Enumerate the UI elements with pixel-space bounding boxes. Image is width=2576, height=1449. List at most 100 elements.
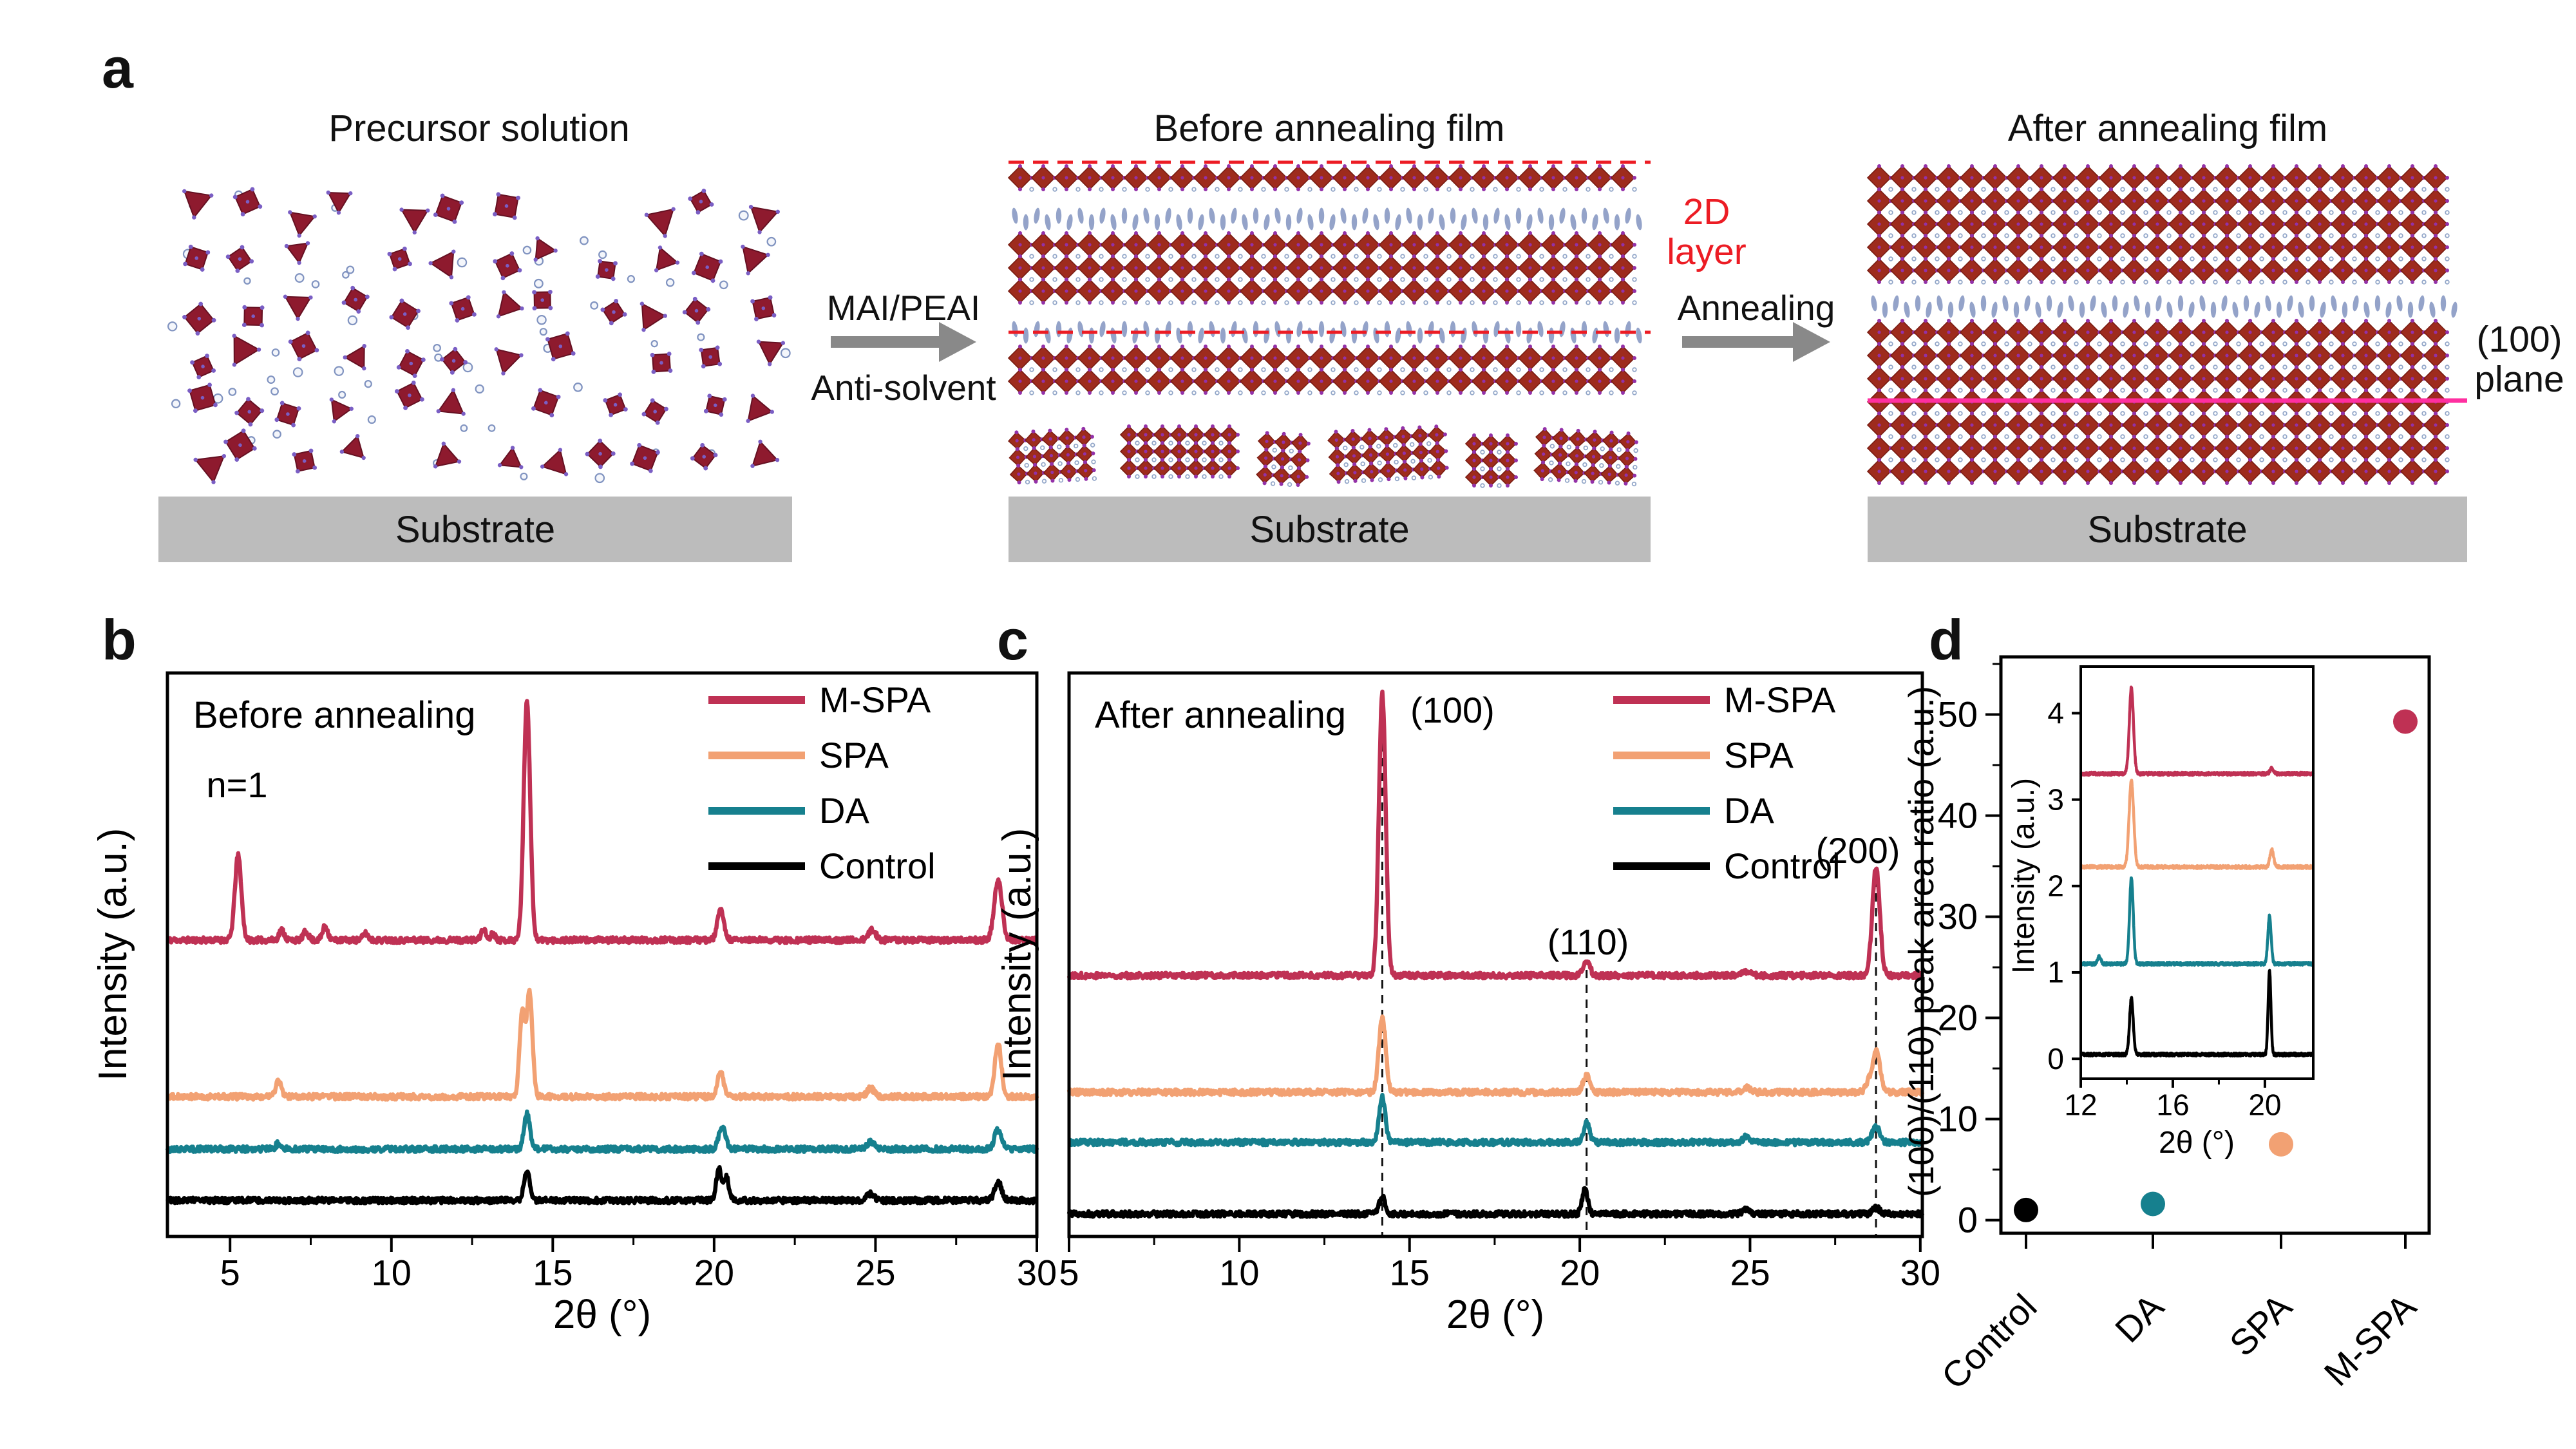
- x-tick-label: 20: [2248, 1088, 2281, 1121]
- annealing-arrow-icon: [1682, 322, 1830, 362]
- plot-frame: [166, 671, 1039, 1238]
- x-tick-label: 20: [1560, 1253, 1600, 1293]
- x-tick-label: 10: [372, 1253, 412, 1293]
- y-tick-label: 50: [1938, 694, 1978, 735]
- legend-label-DA: DA: [819, 790, 869, 831]
- y-axis-label: Intensity (a.u.): [91, 828, 135, 1081]
- xrd-trace-Control: [166, 1165, 1039, 1206]
- xrd-trace-Control: [1066, 1186, 1925, 1219]
- after-annealing-title: After annealing film: [2007, 108, 2328, 149]
- x-tick-label: 20: [694, 1253, 734, 1293]
- y-tick-label: 3: [2047, 782, 2064, 816]
- inset-backdrop: [2040, 662, 2330, 1087]
- process-arrow-icon: [831, 322, 976, 362]
- after-annealing-film-art: [1866, 164, 2467, 485]
- y-axis-label: Intensity (a.u.): [2007, 778, 2041, 974]
- annotation-label: (200): [1816, 830, 1900, 871]
- x-category-label-DA: DA: [2107, 1285, 2172, 1350]
- y-tick-label: 30: [1938, 896, 1978, 937]
- panel-label-c: c: [997, 608, 1028, 672]
- x-tick-label: 12: [2064, 1088, 2097, 1121]
- y-axis-label: (100)/(110) peak area ratio (a.u.): [1901, 686, 1941, 1197]
- plot-frame: [1067, 671, 1924, 1238]
- x-tick-label: 5: [1059, 1253, 1079, 1293]
- legend-label-Control: Control: [819, 846, 936, 886]
- xrd-trace-SPA: [2079, 779, 2315, 870]
- x-axis-label: 2θ (°): [553, 1293, 651, 1337]
- x-tick-label: 10: [1219, 1253, 1259, 1293]
- xrd-trace-Control: [2079, 969, 2315, 1058]
- substrate-bar-after: Substrate: [1868, 497, 2467, 562]
- precursor-solution-art: [167, 187, 791, 484]
- chart-xrd-before: 5 10 15 20 25 30 2θ (°) Intensity (a.u.) Before …: [91, 671, 1057, 1337]
- y-tick-label: 1: [2047, 956, 2064, 989]
- substrate-label: Substrate: [395, 508, 556, 551]
- plane-label-line1: (100): [2476, 319, 2562, 360]
- precursor-octahedra: [167, 187, 791, 484]
- legend-label-M-SPA: M-SPA: [1724, 679, 1836, 720]
- y-tick-label: 10: [1938, 1099, 1978, 1139]
- panel-label-d: d: [1929, 608, 1964, 672]
- arrow1-bottom-label: Anti-solvent: [811, 368, 996, 408]
- x-tick-label: 25: [855, 1253, 895, 1293]
- x-tick-label: 30: [1900, 1253, 1940, 1293]
- y-axis-label: Intensity (a.u.): [995, 828, 1039, 1081]
- y-tick-label: 0: [2047, 1042, 2064, 1075]
- x-tick-label: 15: [533, 1253, 573, 1293]
- x-category-label-Control: Control: [1933, 1286, 2044, 1397]
- x-category-label-SPA: SPA: [2222, 1285, 2300, 1363]
- xrd-trace-DA: [165, 1109, 1039, 1154]
- substrate-label: Substrate: [1249, 508, 1410, 551]
- plot-title: Before annealing: [193, 694, 476, 736]
- x-tick-label: 30: [1017, 1253, 1057, 1293]
- xrd-trace-M-SPA: [1066, 689, 1925, 981]
- x-tick-label: 25: [1730, 1253, 1770, 1293]
- xrd-trace-SPA: [1066, 1014, 1925, 1097]
- x-tick-label: 5: [220, 1253, 240, 1293]
- ratio-point-DA: [2141, 1191, 2165, 1217]
- legend: M-SPA SPA DA Control: [1613, 679, 1841, 886]
- legend-label-Control: Control: [1724, 846, 1841, 886]
- xrd-trace-M-SPA: [166, 699, 1039, 945]
- arrow2-label: Annealing: [1677, 288, 1835, 328]
- y-tick-label: 40: [1938, 795, 1978, 836]
- after-film-lattice: [1866, 164, 2467, 485]
- before-film-lattice: [1007, 160, 1651, 488]
- ratio-point-SPA: [2269, 1132, 2293, 1157]
- annotation-label: n=1: [207, 764, 268, 805]
- annotation-label: (110): [1548, 922, 1629, 962]
- annotation-label: (100): [1410, 690, 1495, 730]
- substrate-bar-before: Substrate: [1009, 497, 1651, 562]
- xrd-trace-M-SPA: [2079, 685, 2315, 777]
- x-tick-label: 16: [2156, 1088, 2189, 1121]
- chart-xrd-after: 5 10 15 20 25 30 2θ (°) Intensity (a.u.) After a…: [995, 671, 1940, 1337]
- ratio-point-Control: [2014, 1197, 2038, 1222]
- legend-label-SPA: SPA: [1724, 735, 1794, 775]
- plane-label-line2: plane: [2474, 359, 2564, 400]
- before-annealing-film-art: [1007, 160, 1651, 488]
- legend-label-M-SPA: M-SPA: [819, 679, 931, 720]
- plot-frame: [1999, 655, 2431, 1235]
- substrate-bar-precursor: Substrate: [158, 497, 792, 562]
- 2d-layer-label-line1: 2D: [1683, 191, 1730, 232]
- plot-title: After annealing: [1095, 694, 1346, 736]
- legend-label-DA: DA: [1724, 790, 1774, 831]
- 2d-layer-label-line2: layer: [1667, 231, 1747, 272]
- arrow-shape: [1682, 322, 1830, 362]
- y-tick-label: 0: [1958, 1200, 1978, 1240]
- x-tick-label: 15: [1390, 1253, 1430, 1293]
- plot-frame: [2079, 665, 2315, 1080]
- x-axis-label: 2θ (°): [1446, 1293, 1544, 1337]
- arrow-shape: [831, 322, 976, 362]
- legend: M-SPA SPA DA Control: [708, 679, 936, 886]
- xrd-trace-DA: [2079, 876, 2315, 967]
- y-tick-label: 20: [1938, 998, 1978, 1038]
- y-tick-label: 2: [2047, 869, 2064, 902]
- panel-label-a: a: [102, 36, 133, 100]
- precursor-title: Precursor solution: [328, 108, 630, 149]
- substrate-label: Substrate: [2087, 508, 2248, 551]
